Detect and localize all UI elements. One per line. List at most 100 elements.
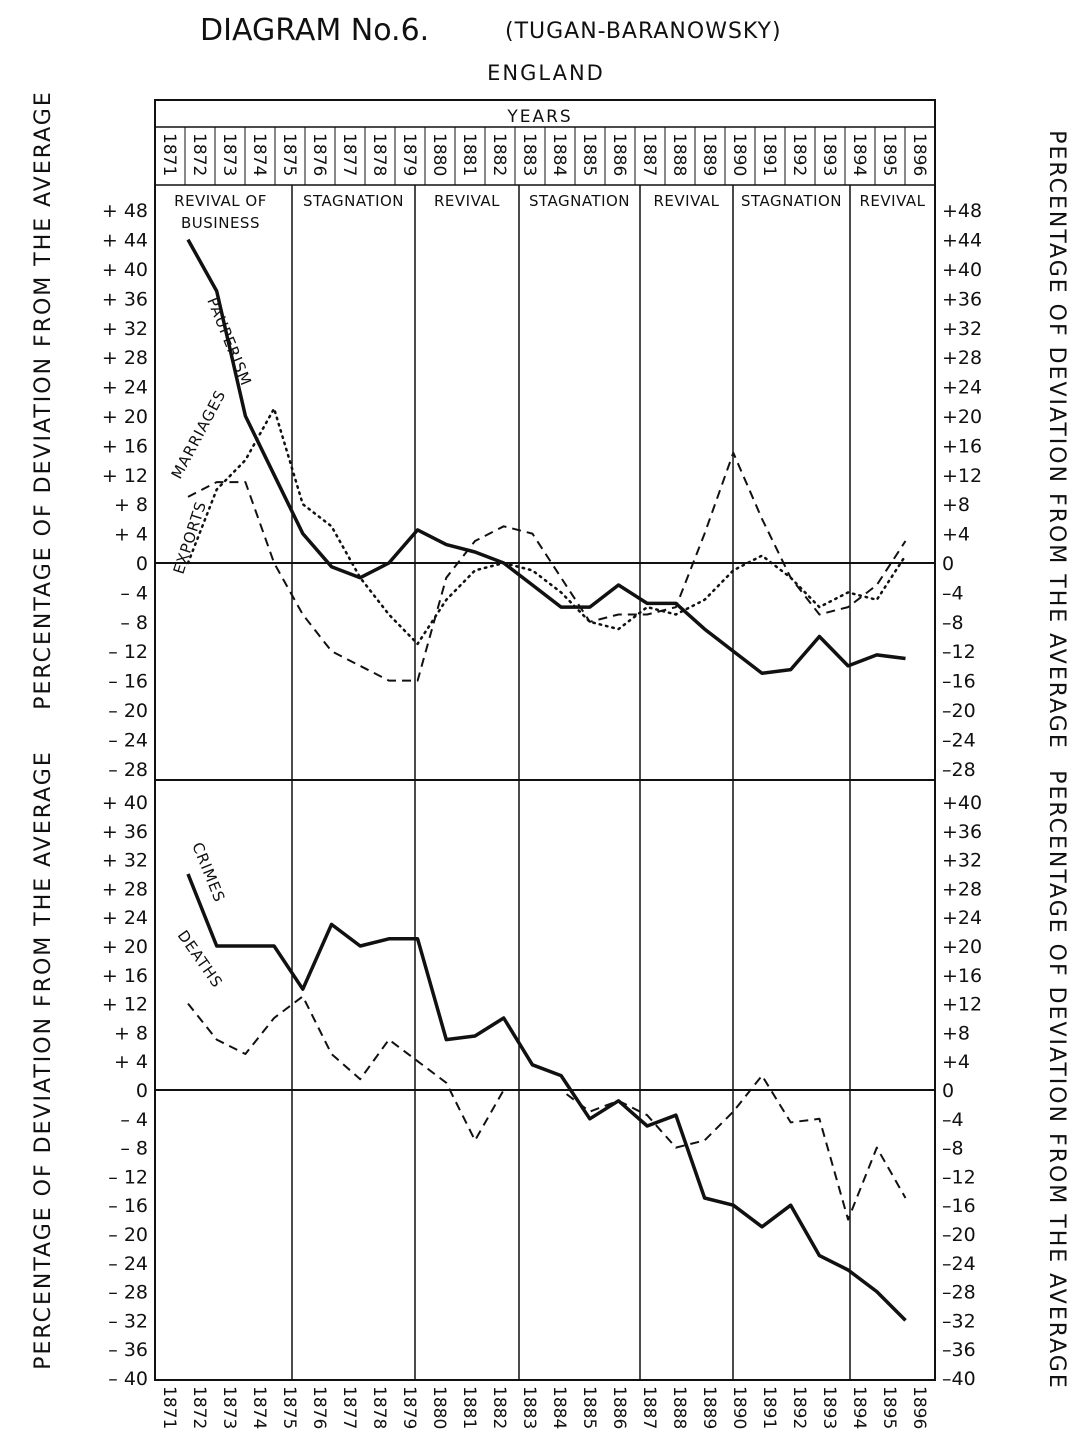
y-axis-label-bottom-left: PERCENTAGE OF DEVIATION FROM THE AVERAGE: [31, 750, 56, 1370]
y-tick-label-left: + 16: [102, 965, 148, 987]
y-tick-label-right: +20: [942, 936, 982, 958]
y-tick-label-left: + 40: [102, 792, 148, 814]
y-tick-label-left: + 20: [102, 936, 148, 958]
year-label-bottom: 1881: [459, 1386, 479, 1429]
y-tick-label-left: 0: [136, 1080, 148, 1102]
period-label: BUSINESS: [181, 214, 260, 232]
y-tick-label-right: +24: [942, 377, 982, 399]
y-tick-label-left: + 16: [102, 435, 148, 457]
y-axis-label-top-left: PERCENTAGE OF DEVIATION FROM THE AVERAGE: [31, 90, 56, 710]
y-tick-label-left: + 20: [102, 406, 148, 428]
series-label-marriages: MARRIAGES: [168, 387, 230, 482]
y-tick-label-right: +36: [942, 821, 982, 843]
year-label-bottom: 1883: [519, 1386, 539, 1429]
y-tick-label-left: + 24: [102, 377, 148, 399]
y-tick-label-left: + 8: [114, 1022, 148, 1044]
year-label-top: 1880: [429, 133, 449, 176]
year-label-bottom: 1885: [579, 1386, 599, 1429]
year-label-bottom: 1895: [879, 1386, 899, 1429]
year-label-top: 1893: [819, 133, 839, 176]
y-tick-label-left: – 12: [108, 1166, 148, 1188]
y-tick-label-right: +44: [942, 230, 982, 252]
y-tick-label-left: – 28: [108, 759, 148, 781]
year-label-bottom: 1886: [609, 1386, 629, 1429]
year-label-bottom: 1892: [789, 1386, 809, 1429]
y-tick-label-right: –16: [942, 1195, 976, 1217]
y-tick-label-left: – 24: [108, 1253, 148, 1275]
y-tick-label-right: +20: [942, 406, 982, 428]
y-tick-label-left: + 36: [102, 288, 148, 310]
y-tick-label-left: – 24: [108, 729, 148, 751]
year-label-top: 1891: [759, 133, 779, 176]
y-tick-label-right: +4: [942, 1051, 970, 1073]
period-label: REVIVAL: [859, 192, 925, 210]
y-tick-label-left: – 8: [120, 612, 148, 634]
y-tick-label-right: +12: [942, 465, 982, 487]
y-tick-label-left: + 28: [102, 347, 148, 369]
y-tick-label-right: –12: [942, 1166, 976, 1188]
year-label-top: 1881: [459, 133, 479, 176]
plot-frame: [154, 99, 936, 1381]
y-tick-label-right: +48: [942, 200, 982, 222]
year-label-bottom: 1872: [189, 1386, 209, 1429]
year-label-top: 1885: [579, 133, 599, 176]
year-label-bottom: 1873: [219, 1386, 239, 1429]
y-tick-label-left: + 4: [114, 524, 148, 546]
y-tick-label-left: – 12: [108, 641, 148, 663]
y-tick-label-left: 0: [136, 553, 148, 575]
y-tick-label-left: – 20: [108, 1224, 148, 1246]
year-label-top: 1872: [189, 133, 209, 176]
y-tick-label-right: 0: [942, 553, 954, 575]
year-label-bottom: 1893: [819, 1386, 839, 1429]
y-tick-label-right: +8: [942, 494, 970, 516]
y-tick-label-right: –28: [942, 759, 976, 781]
years-header: YEARS: [506, 107, 572, 127]
period-label: REVIVAL: [434, 192, 500, 210]
y-tick-label-right: +24: [942, 907, 982, 929]
y-tick-label-left: – 4: [120, 1109, 148, 1131]
y-tick-label-right: –36: [942, 1339, 976, 1361]
y-tick-label-right: –20: [942, 700, 976, 722]
year-label-bottom: 1894: [849, 1386, 869, 1429]
period-label: STAGNATION: [741, 192, 842, 210]
chart-author: (TUGAN-BARANOWSKY): [505, 19, 782, 44]
y-tick-label-left: + 4: [114, 1051, 148, 1073]
year-label-top: 1875: [279, 133, 299, 176]
y-tick-label-right: +40: [942, 792, 982, 814]
year-label-top: 1889: [699, 133, 719, 176]
y-tick-label-right: +16: [942, 435, 982, 457]
y-tick-label-right: –16: [942, 671, 976, 693]
y-tick-label-left: – 40: [108, 1368, 148, 1390]
year-label-top: 1890: [729, 133, 749, 176]
labels: 1871 1871 1872 1872 1873 1873 1874 1874 1875 1875…: [102, 133, 982, 1429]
year-label-bottom: 1877: [339, 1386, 359, 1429]
y-tick-label-left: – 16: [108, 671, 148, 693]
y-tick-label-right: –4: [942, 582, 964, 604]
year-label-top: 1894: [849, 133, 869, 176]
y-tick-label-left: + 40: [102, 259, 148, 281]
y-tick-label-right: +32: [942, 850, 982, 872]
year-label-top: 1871: [159, 133, 179, 176]
year-label-top: 1876: [309, 133, 329, 176]
period-label: STAGNATION: [529, 192, 630, 210]
y-tick-label-left: – 16: [108, 1195, 148, 1217]
y-tick-label-right: –20: [942, 1224, 976, 1246]
series-label-crimes: CRIMES: [188, 840, 228, 905]
year-label-bottom: 1887: [639, 1386, 659, 1429]
year-label-top: 1878: [369, 133, 389, 176]
y-tick-label-right: +8: [942, 1022, 970, 1044]
y-tick-label-right: +28: [942, 347, 982, 369]
year-label-top: 1887: [639, 133, 659, 176]
year-label-top: 1888: [669, 133, 689, 176]
y-tick-label-right: –8: [942, 1138, 964, 1160]
year-label-bottom: 1882: [489, 1386, 509, 1429]
year-label-bottom: 1879: [399, 1386, 419, 1429]
year-label-top: 1873: [219, 133, 239, 176]
y-tick-label-left: – 28: [108, 1282, 148, 1304]
y-axis-label-bottom-right: PERCENTAGE OF DEVIATION FROM THE AVERAGE: [1044, 770, 1069, 1390]
y-tick-label-left: + 24: [102, 907, 148, 929]
y-tick-label-right: +28: [942, 878, 982, 900]
chart-subtitle: ENGLAND: [487, 61, 605, 85]
year-label-bottom: 1871: [159, 1386, 179, 1429]
